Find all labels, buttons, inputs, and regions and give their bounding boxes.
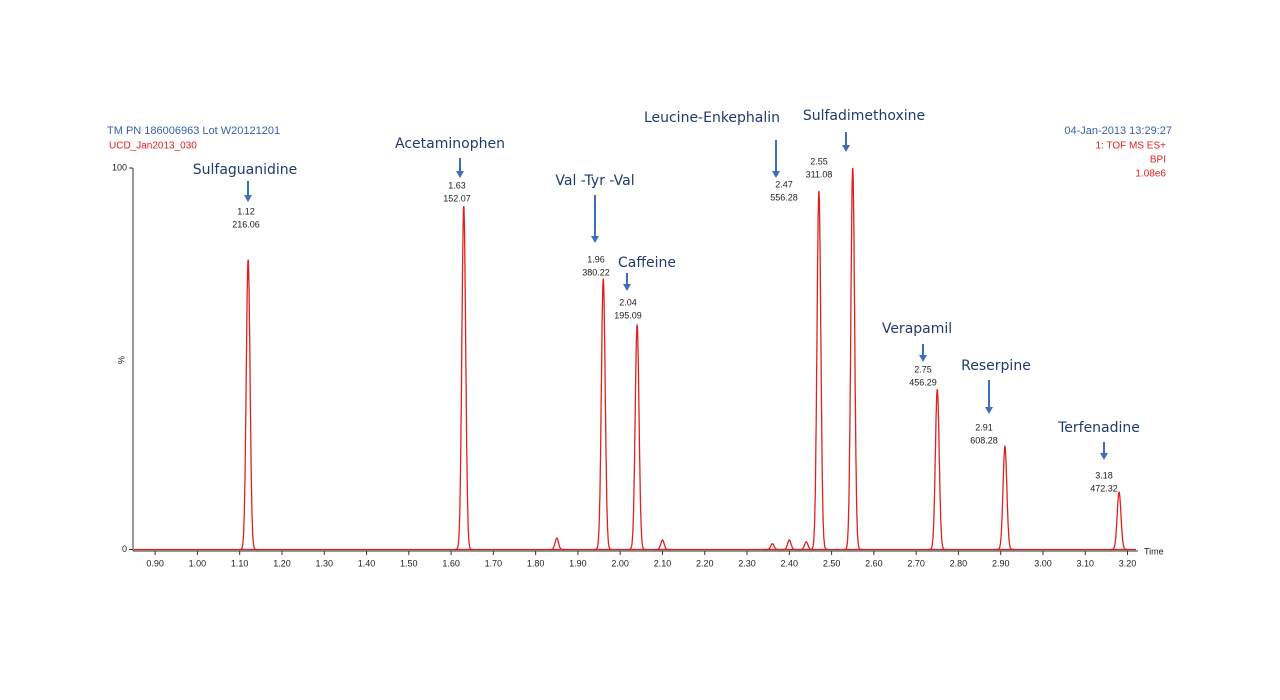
peak-time: 1.96	[587, 254, 605, 264]
header-right: 04-Jan-2013 13:29:27	[1064, 125, 1172, 137]
peak-mass: 380.22	[582, 267, 610, 277]
peak	[995, 444, 1015, 551]
arrow-head	[623, 284, 631, 291]
x-tick-label: 1.90	[569, 558, 587, 568]
x-tick-label: 1.00	[189, 558, 207, 568]
peak-mass: 472.32	[1090, 483, 1118, 493]
x-tick-label: 1.80	[527, 558, 545, 568]
peak	[809, 190, 828, 551]
x-tick-label: 3.20	[1119, 558, 1137, 568]
arrow-head	[772, 171, 780, 178]
x-tick-label: 2.50	[823, 558, 841, 568]
y-axis-label: %	[116, 356, 126, 364]
arrow-head	[985, 407, 993, 414]
minor-peak	[654, 539, 671, 551]
arrow-head	[919, 355, 927, 362]
x-tick-label: 2.40	[781, 558, 799, 568]
peak-time: 3.18	[1095, 470, 1113, 480]
minor-peak	[548, 537, 565, 551]
peak-time: 2.75	[914, 364, 932, 374]
compound-name: Terfenadine	[1057, 420, 1140, 436]
x-tick-label: 1.60	[442, 558, 460, 568]
peak-mass: 311.08	[806, 169, 833, 179]
y-tick-label: 0	[122, 544, 127, 554]
peak	[628, 324, 647, 551]
header-right: 1.08e6	[1135, 169, 1166, 180]
peak-time: 1.63	[448, 180, 466, 190]
header-left: UCD_Jan2013_030	[109, 141, 197, 152]
compound-name: Reserpine	[961, 358, 1031, 374]
peak	[1110, 490, 1129, 551]
x-tick-label: 3.00	[1034, 558, 1052, 568]
peak-time: 2.47	[775, 179, 793, 189]
x-tick-label: 2.00	[611, 558, 629, 568]
peak-mass: 216.06	[232, 219, 260, 229]
minor-peak	[764, 543, 781, 551]
compound-name: Verapamil	[882, 321, 952, 337]
x-tick-label: 2.90	[992, 558, 1010, 568]
header-left: TM PN 186006963 Lot W20121201	[107, 125, 280, 137]
x-tick-label: 1.20	[273, 558, 291, 568]
minor-peak	[781, 539, 798, 551]
header-right: BPI	[1150, 155, 1166, 166]
peak-time: 1.12	[237, 206, 255, 216]
x-tick-label: 2.70	[907, 558, 925, 568]
arrow-head	[842, 145, 850, 152]
arrow-head	[1100, 453, 1108, 460]
x-tick-label: 0.90	[146, 558, 164, 568]
peak-mass: 608.28	[970, 435, 998, 445]
peak	[843, 167, 862, 551]
peak-mass: 556.28	[770, 192, 798, 202]
x-tick-label: 1.40	[358, 558, 376, 568]
x-tick-label: 2.20	[696, 558, 714, 568]
x-axis-label: Time	[1144, 546, 1164, 556]
peak-time: 2.04	[619, 297, 637, 307]
peak-mass: 152.07	[443, 193, 471, 203]
compound-name: Leucine-Enkephalin	[644, 110, 780, 126]
x-tick-label: 1.70	[485, 558, 503, 568]
peak-time: 2.55	[810, 156, 828, 166]
compound-name: Val -Tyr -Val	[555, 173, 634, 189]
compound-name: Sulfadimethoxine	[803, 108, 925, 124]
x-tick-label: 2.30	[738, 558, 756, 568]
x-tick-label: 3.10	[1077, 558, 1095, 568]
x-tick-label: 2.60	[865, 558, 883, 568]
compound-name: Sulfaguanidine	[193, 162, 298, 178]
peak	[928, 389, 947, 551]
compound-name: Caffeine	[618, 255, 676, 271]
arrow-head	[456, 171, 464, 178]
x-tick-label: 2.80	[950, 558, 968, 568]
x-tick-label: 1.50	[400, 558, 418, 568]
x-tick-label: 1.10	[231, 558, 249, 568]
peak	[454, 206, 473, 551]
arrow-head	[591, 236, 599, 243]
peak-mass: 195.09	[614, 310, 642, 320]
compound-name: Acetaminophen	[395, 136, 505, 152]
peak-mass: 456.29	[909, 377, 937, 387]
arrow-head	[244, 195, 252, 202]
peak	[239, 259, 258, 551]
peak	[594, 278, 613, 551]
x-tick-label: 2.10	[654, 558, 672, 568]
header-right: 1: TOF MS ES+	[1096, 141, 1167, 152]
peak-time: 2.91	[975, 422, 993, 432]
y-tick-label: 100	[112, 162, 127, 172]
x-tick-label: 1.30	[315, 558, 333, 568]
